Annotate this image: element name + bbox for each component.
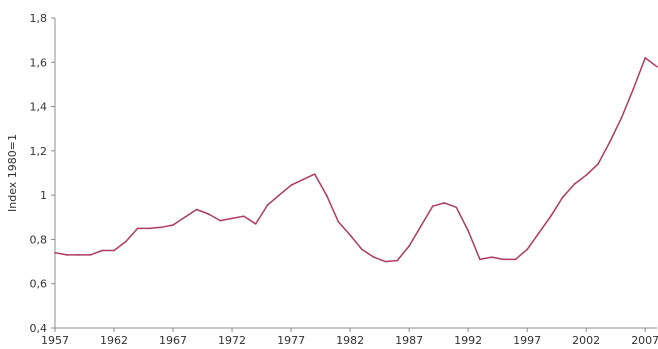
data-point xyxy=(502,258,505,261)
data-point xyxy=(66,254,68,256)
data-point xyxy=(302,178,304,181)
data-point xyxy=(207,213,210,215)
data-point xyxy=(443,202,446,204)
data-point xyxy=(573,183,576,185)
data-point xyxy=(184,216,186,219)
ticks: 0,4 0,6 0,8 1 1,2 1,4 1,6 1,8 1957 1962 1967 1972 19… xyxy=(30,12,658,347)
y-tick-label: 1 xyxy=(40,189,47,202)
data-point xyxy=(620,116,623,119)
x-tick-label: 2007 xyxy=(631,334,658,347)
data-point xyxy=(608,141,611,143)
y-tick-label: 1,4 xyxy=(30,101,48,114)
y-tick-label: 1,6 xyxy=(30,56,48,69)
x-tick-label: 2002 xyxy=(572,334,600,347)
data-point xyxy=(455,206,458,209)
data-point xyxy=(644,57,646,59)
data-point xyxy=(467,229,469,232)
x-tick-label: 1977 xyxy=(277,334,305,347)
data-point xyxy=(656,65,658,68)
data-point xyxy=(396,259,399,262)
data-point xyxy=(431,205,434,208)
data-point xyxy=(148,227,151,230)
data-point xyxy=(372,256,375,258)
x-tick-label: 1972 xyxy=(218,334,246,347)
data-point xyxy=(54,251,56,254)
x-tick-label: 1992 xyxy=(454,334,482,347)
data-point xyxy=(337,220,340,223)
x-tick-label: 1962 xyxy=(100,334,128,347)
data-point xyxy=(77,254,80,256)
x-tick-label: 1982 xyxy=(336,334,364,347)
axes xyxy=(54,18,657,329)
data-point xyxy=(514,258,517,261)
x-tick-label: 1967 xyxy=(159,334,187,347)
data-point xyxy=(597,163,599,165)
data-point xyxy=(172,224,174,226)
data-point xyxy=(136,227,139,230)
data-point xyxy=(479,258,481,261)
data-point xyxy=(313,173,316,175)
data-point xyxy=(549,215,552,217)
series-line xyxy=(54,57,658,263)
data-point xyxy=(195,208,198,211)
data-point xyxy=(361,248,363,251)
data-point xyxy=(561,196,564,199)
x-tick-label: 1997 xyxy=(513,334,541,347)
data-point xyxy=(490,256,493,258)
data-point xyxy=(420,225,422,227)
data-point xyxy=(526,248,528,251)
y-tick-label: 0,8 xyxy=(30,233,48,246)
y-tick-label: 1,2 xyxy=(30,145,48,158)
y-axis-label: Index 1980=1 xyxy=(6,134,19,212)
x-tick-label: 1957 xyxy=(41,334,69,347)
data-point xyxy=(408,245,410,247)
y-tick-label: 0,6 xyxy=(30,278,48,291)
y-tick-label: 0,4 xyxy=(30,322,48,335)
data-point xyxy=(219,219,222,222)
data-point xyxy=(160,226,163,229)
x-tick-label: 1987 xyxy=(395,334,423,347)
data-point xyxy=(113,249,115,252)
data-point xyxy=(101,249,104,252)
data-point xyxy=(632,88,635,90)
data-point xyxy=(266,204,269,206)
data-point xyxy=(349,234,351,236)
data-point xyxy=(243,215,245,217)
data-point xyxy=(538,231,540,234)
data-point xyxy=(290,184,292,186)
data-point xyxy=(89,254,92,256)
data-point xyxy=(125,240,127,243)
data-point xyxy=(325,194,328,196)
data-point xyxy=(278,194,281,196)
series-group xyxy=(54,57,658,263)
data-point xyxy=(254,223,257,225)
data-point xyxy=(585,174,587,177)
data-point xyxy=(231,217,233,220)
data-point xyxy=(384,260,387,263)
y-tick-label: 1,8 xyxy=(30,12,48,25)
